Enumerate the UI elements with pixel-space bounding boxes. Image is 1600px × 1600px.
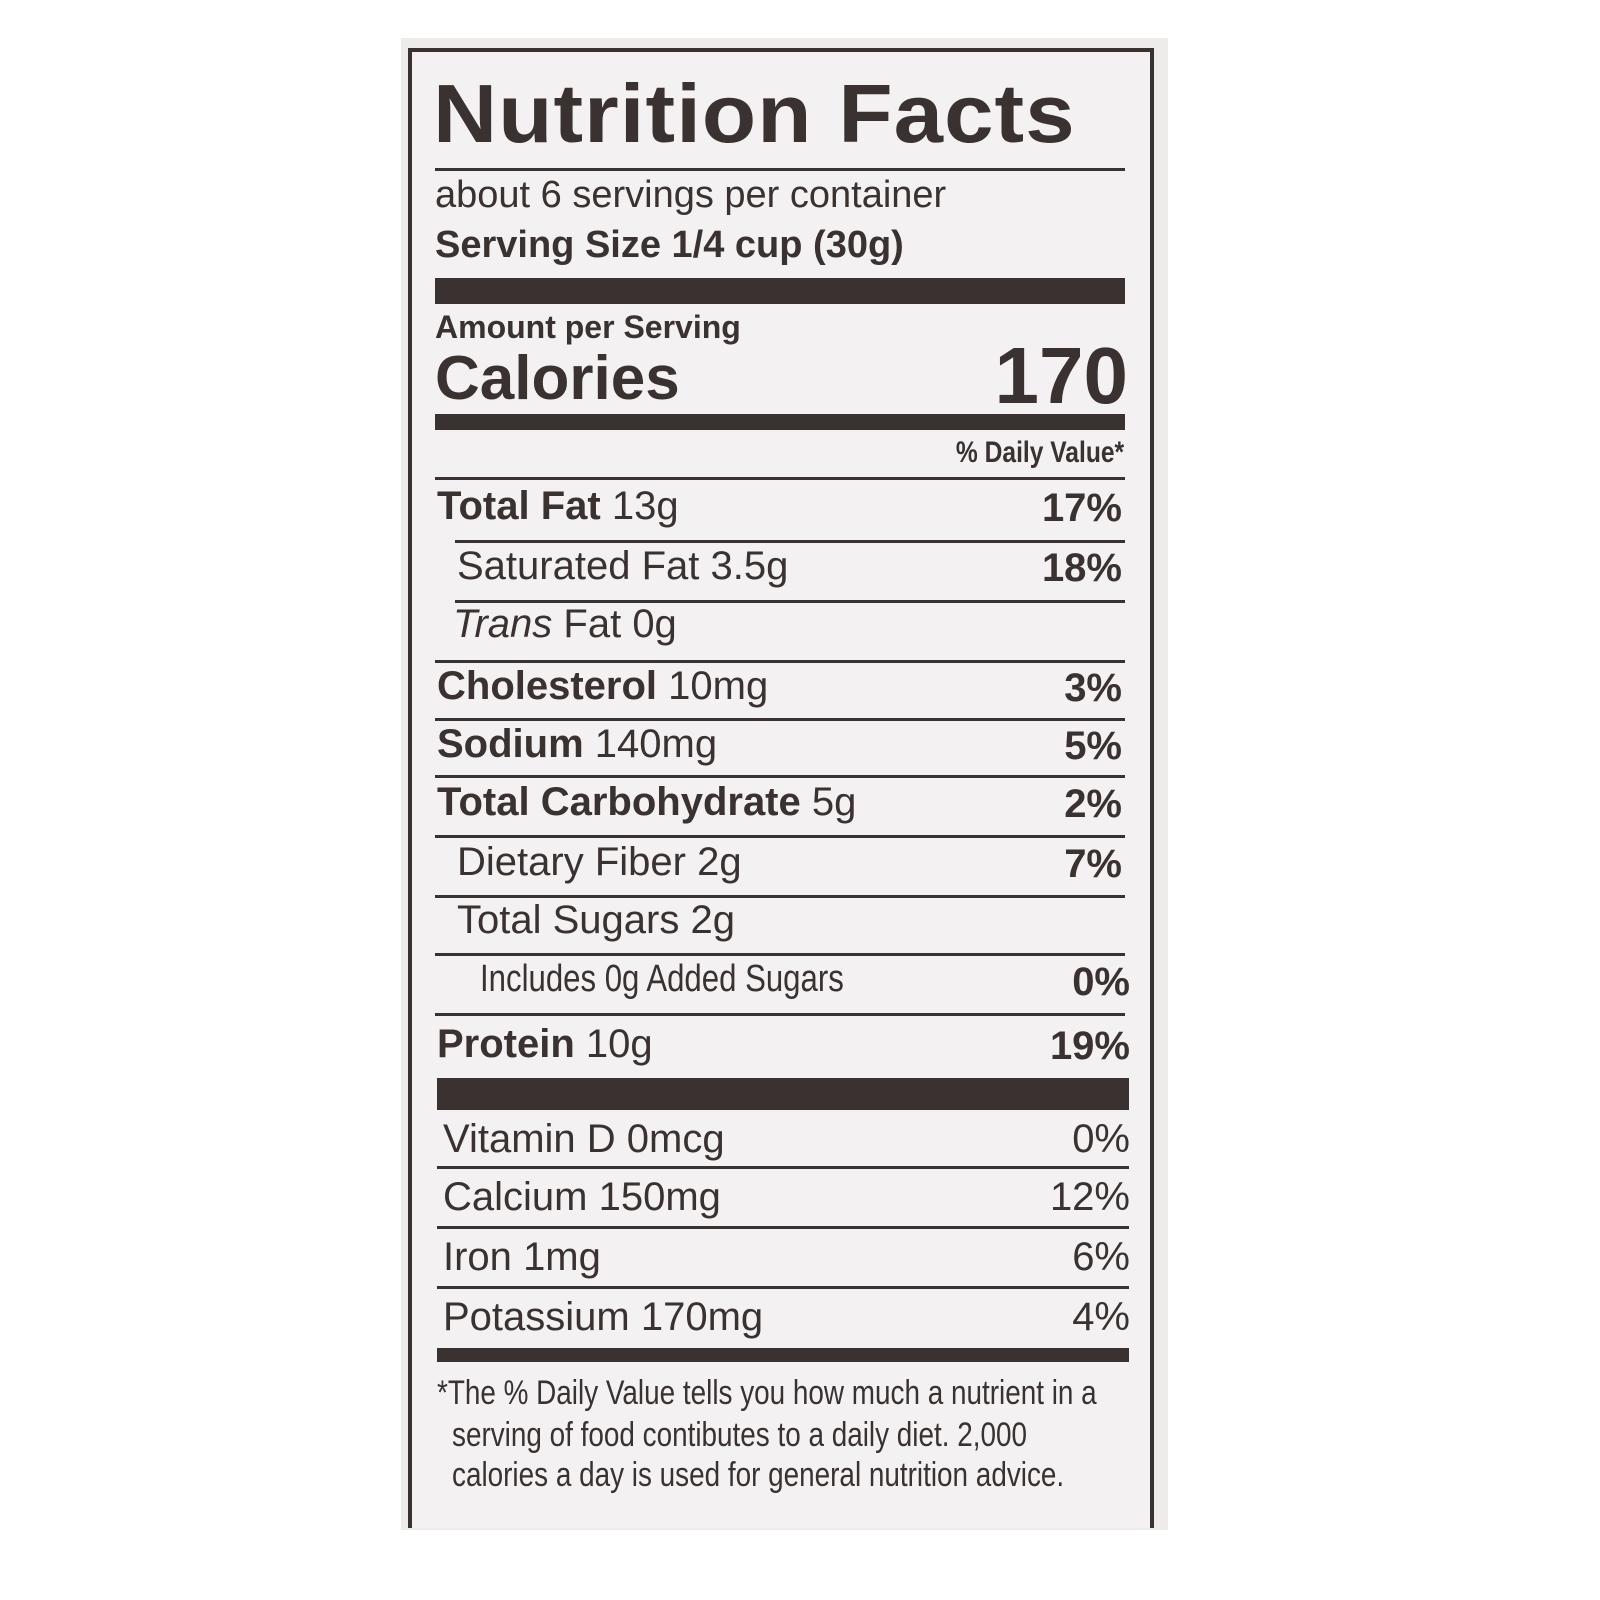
- servings-per-container: about 6 servings per container: [435, 174, 947, 216]
- vitamin-amount: 1mg: [523, 1235, 601, 1279]
- nutrient-name: Includes 0g Added Sugars: [480, 958, 844, 1000]
- nutrient-amount: 2g: [690, 898, 735, 942]
- vitamin-amount: 0mcg: [626, 1117, 725, 1161]
- nutrient-row: Total Carbohydrate 5g: [437, 782, 856, 822]
- divider: [437, 1226, 1129, 1229]
- nutrient-name: Protein: [437, 1022, 575, 1066]
- vitamin-daily-value: 12%: [1049, 1175, 1130, 1219]
- divider: [435, 835, 1125, 838]
- nutrient-daily-value: 2%: [1064, 782, 1122, 826]
- divider: [435, 953, 1125, 956]
- amount-per-serving: Amount per Serving: [435, 309, 741, 345]
- divider: [437, 1286, 1129, 1289]
- medium-divider: [437, 1348, 1129, 1362]
- nutrient-amount: 3.5g: [710, 544, 789, 588]
- nutrient-name: Cholesterol: [437, 664, 658, 708]
- divider: [435, 775, 1125, 778]
- nutrient-name: Total Sugars: [457, 898, 680, 942]
- nutrient-daily-value: 18%: [1041, 546, 1122, 590]
- nutrient-name: Trans: [453, 602, 553, 646]
- nutrient-row: Sodium 140mg: [437, 724, 717, 764]
- nutrient-row: Total Fat 13g: [437, 486, 679, 526]
- nutrient-name: Total Fat: [437, 484, 601, 528]
- vitamin-name: Calcium: [443, 1175, 588, 1219]
- vitamin-daily-value: 0%: [1072, 1117, 1130, 1161]
- vitamin-row: Potassium 170mg: [443, 1297, 763, 1337]
- divider: [435, 895, 1125, 898]
- nutrient-name: Dietary Fiber: [457, 840, 686, 884]
- nutrient-name-suffix: Fat: [552, 602, 622, 646]
- calories-label: Calories: [435, 344, 680, 413]
- vitamin-row: Calcium 150mg: [443, 1177, 721, 1217]
- nutrient-daily-value: 0%: [1072, 960, 1130, 1004]
- footnote-line: calories a day is used for general nutri…: [452, 1456, 1065, 1494]
- nutrient-row: Cholesterol 10mg: [437, 666, 768, 706]
- divider: [435, 718, 1125, 721]
- nutrient-daily-value: 7%: [1064, 842, 1122, 886]
- vitamin-daily-value: 4%: [1072, 1295, 1130, 1339]
- footnote-line: *The % Daily Value tells you how much a …: [437, 1374, 1097, 1412]
- divider: [437, 1166, 1129, 1169]
- vitamin-name: Vitamin D: [443, 1117, 616, 1161]
- nutrient-row: Includes 0g Added Sugars: [480, 960, 844, 998]
- nutrient-daily-value: 5%: [1064, 724, 1122, 768]
- nutrient-amount: 140mg: [594, 722, 718, 766]
- calories-value: 170: [994, 331, 1128, 420]
- divider: [435, 168, 1125, 171]
- nutrient-amount: 5g: [811, 780, 857, 824]
- divider: [455, 600, 1125, 603]
- serving-size: Serving Size 1/4 cup (30g): [435, 224, 904, 266]
- nutrient-amount: 2g: [697, 840, 742, 884]
- nutrient-row: Saturated Fat 3.5g: [457, 546, 788, 586]
- daily-value-header: % Daily Value*: [955, 436, 1124, 469]
- divider: [435, 477, 1125, 480]
- thick-divider: [435, 278, 1125, 304]
- nutrient-daily-value: 19%: [1049, 1024, 1130, 1068]
- label-title: Nutrition Facts: [433, 67, 1076, 160]
- vitamin-row: Vitamin D 0mcg: [443, 1119, 725, 1159]
- nutrient-row: Protein 10g: [437, 1024, 653, 1064]
- nutrient-name: Sodium: [437, 722, 584, 766]
- divider: [435, 660, 1125, 663]
- nutrient-name: Total Carbohydrate: [437, 780, 801, 824]
- nutrient-amount: 13g: [611, 484, 679, 528]
- vitamin-name: Potassium: [443, 1295, 630, 1339]
- vitamin-daily-value: 6%: [1072, 1235, 1130, 1279]
- nutrient-row: Total Sugars 2g: [457, 900, 735, 940]
- nutrient-row: Trans Fat 0g: [453, 604, 677, 644]
- vitamin-name: Iron: [443, 1235, 512, 1279]
- nutrient-name: Saturated Fat: [457, 544, 700, 588]
- nutrient-amount: 10mg: [668, 664, 769, 708]
- medium-divider: [435, 414, 1125, 430]
- nutrient-amount: 10g: [585, 1022, 653, 1066]
- nutrient-daily-value: 3%: [1064, 666, 1122, 710]
- vitamin-amount: 170mg: [640, 1295, 764, 1339]
- nutrient-row: Dietary Fiber 2g: [457, 842, 742, 882]
- nutrient-daily-value: 17%: [1041, 486, 1122, 530]
- divider: [455, 540, 1125, 543]
- divider: [435, 1013, 1125, 1016]
- thick-divider: [437, 1078, 1129, 1110]
- footnote-line: serving of food contibutes to a daily di…: [452, 1416, 1028, 1454]
- vitamin-amount: 150mg: [598, 1175, 721, 1219]
- nutrient-amount: 0g: [632, 602, 677, 646]
- vitamin-row: Iron 1mg: [443, 1237, 601, 1277]
